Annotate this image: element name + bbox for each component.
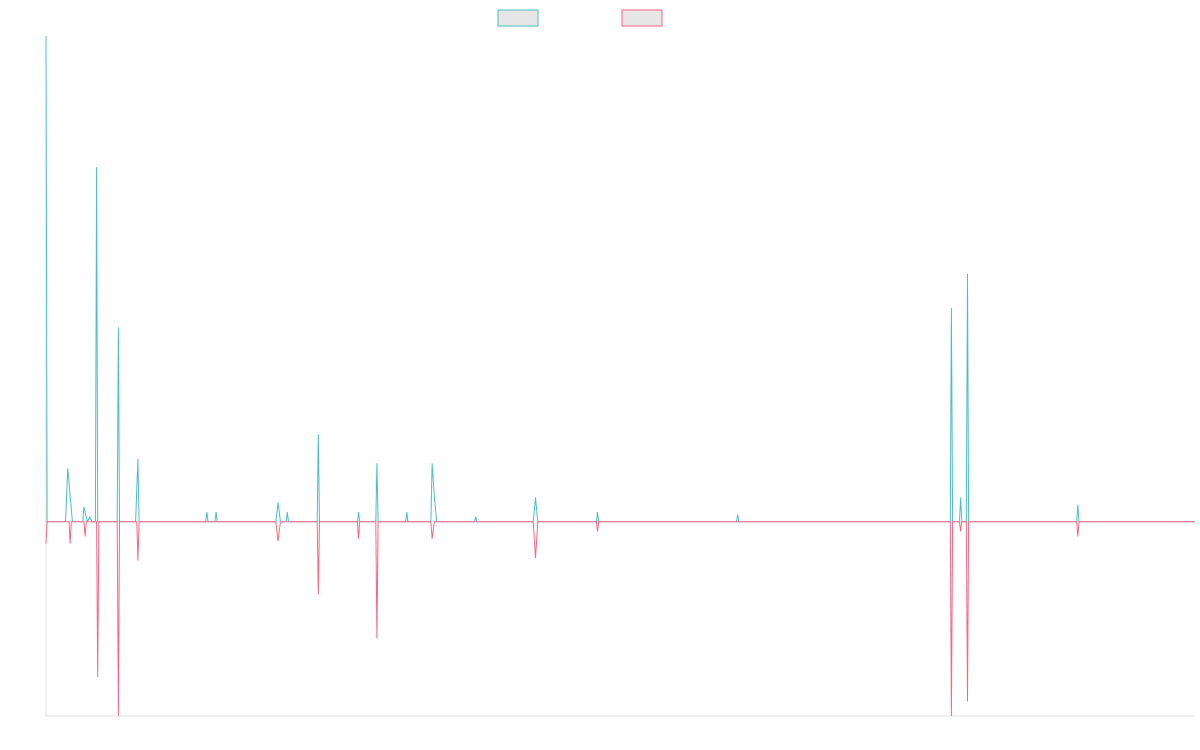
series-line-1 <box>45 35 1195 524</box>
legend-swatch-2[interactable] <box>621 9 663 27</box>
legend[interactable] <box>497 9 663 27</box>
legend-swatch-1[interactable] <box>497 9 539 27</box>
series-line-2 <box>45 521 1195 717</box>
series-layer <box>45 35 1195 717</box>
